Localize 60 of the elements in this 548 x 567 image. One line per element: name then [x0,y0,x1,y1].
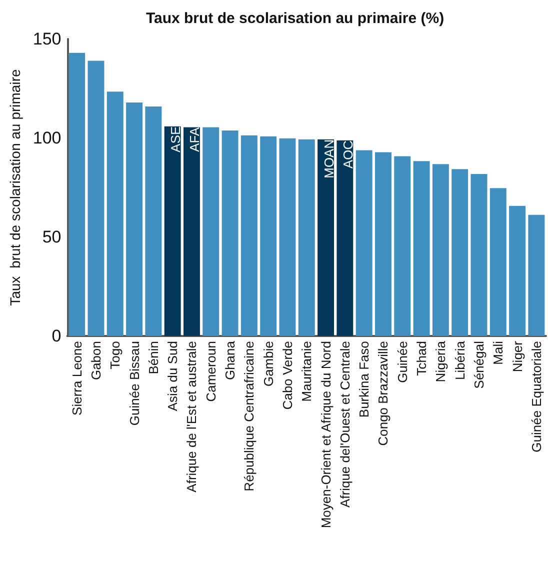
x-tick-label: Gambie [260,341,276,387]
bar [145,106,162,336]
y-tick-label: 50 [42,228,62,246]
annotation: ASE [168,126,184,152]
x-tick-label: Tchad [414,341,430,376]
x-tick-label: Afrique del'Ouest et Centrale [337,341,352,508]
x-tick-label: Togo [108,341,123,370]
y-tick-label: 150 [32,30,62,48]
x-tick-label: Mali [490,340,506,365]
annotation: MOAN [321,139,336,178]
bar [356,150,372,336]
bar [298,139,315,336]
bar [106,92,124,336]
x-tick-label: Asia du Sud [165,341,180,412]
bar [413,161,430,336]
bar [470,174,488,336]
x-tick-label: Moyen-Orient et Afrique du Nord [318,341,334,528]
x-tick-label: Cameroun [203,341,218,402]
bar [394,156,411,336]
x-tick-label: Sierra Leone [69,341,84,416]
x-tick-label: République Centrafricaine [242,341,257,492]
bar [126,102,143,336]
annotation: AOC [340,140,356,169]
bar [202,127,220,336]
x-tick-label: Bénin [146,341,161,374]
bar [88,60,104,336]
x-tick-label: Mauritanie [299,341,314,402]
x-tick-label: Congo Brazzaville [376,341,391,446]
bar [509,206,526,336]
bar [432,164,449,336]
bar [318,139,334,336]
bar [260,136,277,336]
bar [222,130,238,336]
bar [452,169,468,336]
bar [528,214,545,336]
x-tick-label: Libéria [452,340,468,380]
annotation: AFA [187,126,202,152]
bar [68,52,86,336]
x-tick-label: Afrique de l'Est et australe [184,341,200,492]
bar [164,126,181,336]
x-tick-label: Guinée Bissau [126,341,142,426]
x-tick-label: Guinée [394,341,410,383]
bar [374,152,392,336]
bar [184,127,200,336]
y-tick-label: 0 [52,326,62,346]
x-tick-label: Cabo Verde [280,341,295,410]
x-tick-label: Sénégal [471,340,486,389]
bar [279,138,296,336]
bar [490,188,506,336]
bar [240,135,258,336]
x-tick-label: Niger [510,340,525,372]
x-tick-label: Gabon [88,341,104,380]
x-tick-label: Nigeria [433,340,448,382]
x-tick-label: Ghana [222,340,238,380]
y-axis-title: Taux brut de scolarisation au primaire [7,69,23,306]
x-tick-label: Burkina Faso [356,341,372,418]
chart-title: Taux brut de scolarisation au primaire (%) [146,10,444,27]
x-tick-label: Guinée Equatoriale [528,341,544,452]
y-tick-label: 100 [32,128,62,148]
bar [336,140,354,336]
